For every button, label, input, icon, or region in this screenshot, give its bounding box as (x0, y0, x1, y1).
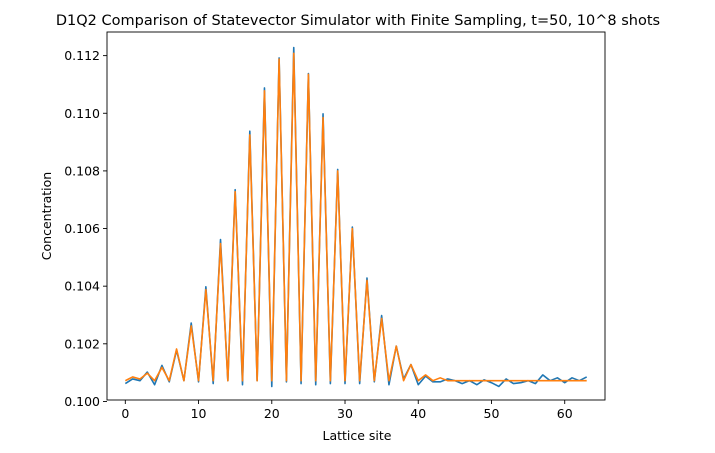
plot-frame (106, 31, 606, 401)
y-tick-label: 0.106 (64, 221, 100, 236)
x-tick-label: 50 (484, 406, 500, 421)
x-tick-label: 60 (557, 406, 573, 421)
x-tick-label: 20 (264, 406, 280, 421)
y-tick-label: 0.108 (64, 163, 100, 178)
x-tick-label: 10 (191, 406, 207, 421)
x-tick-label: 40 (410, 406, 426, 421)
x-axis-label: Lattice site (322, 428, 391, 443)
y-axis: 0.100 0.102 0.104 0.106 0.108 0.110 0.112 (64, 48, 107, 409)
plot-area (106, 31, 606, 401)
series-layer (124, 46, 588, 388)
y-tick-label: 0.112 (64, 48, 100, 63)
y-axis-label: Concentration (39, 172, 54, 260)
chart-title: D1Q2 Comparison of Statevector Simulator… (56, 13, 660, 29)
series-line-2 (124, 52, 587, 382)
x-axis: 0 10 20 30 40 50 60 (121, 400, 573, 421)
y-tick-label: 0.104 (64, 279, 100, 294)
series-line-1 (124, 46, 588, 388)
x-tick-label: 0 (121, 406, 129, 421)
y-tick-label: 0.100 (64, 394, 100, 409)
x-tick-label: 30 (337, 406, 353, 421)
y-tick-label: 0.102 (64, 336, 100, 351)
y-tick-label: 0.110 (64, 106, 100, 121)
